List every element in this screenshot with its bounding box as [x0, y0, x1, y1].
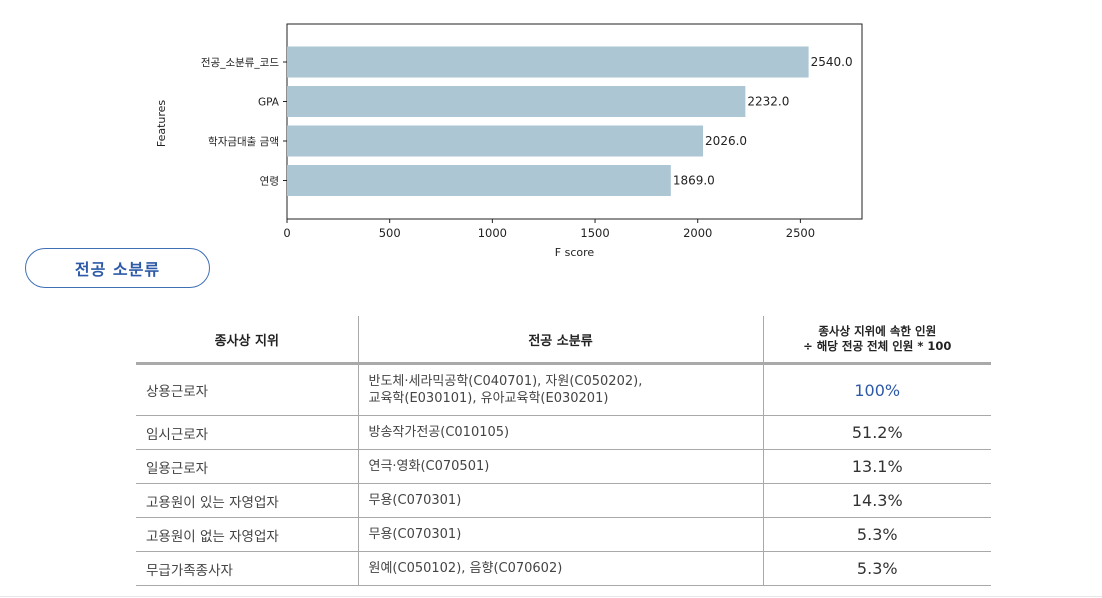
table-row: 무급가족종사자 원예(C050102), 음향(C070602) 5.3%	[136, 551, 991, 586]
bar	[287, 86, 746, 117]
table-row: 상용근로자 반도체·세라믹공학(C040701), 자원(C050202), 교…	[136, 363, 991, 416]
cell-ratio: 100%	[762, 363, 991, 416]
bar-value-label: 2540.0	[811, 55, 853, 69]
cell-status: 고용원이 있는 자영업자	[136, 483, 358, 518]
cell-major: 무용(C070301)	[357, 483, 763, 518]
bars-layer: 2540.0 2232.0 2026.0 1869.0	[287, 46, 853, 196]
x-tick-label: 2500	[786, 226, 815, 240]
cell-status: 상용근로자	[136, 363, 358, 416]
x-tick-label: 500	[379, 226, 401, 240]
cell-major: 원예(C050102), 음향(C070602)	[357, 551, 763, 586]
feature-importance-chart: 2540.0 2232.0 2026.0 1869.0 0 500 1000 1500 200…	[155, 23, 863, 259]
y-tick-label: 전공_소분류_코드	[201, 57, 279, 69]
cell-ratio: 13.1%	[762, 449, 991, 484]
bar	[287, 125, 704, 157]
page-bottom-divider	[0, 596, 1102, 597]
x-axis: 0 500 1000 1500 2000 2500	[283, 219, 815, 240]
table-header-row: 종사상 지위 전공 소분류 종사상 지위에 속한 인원 ÷ 해당 전공 전체 인…	[136, 316, 991, 365]
y-tick-label: GPA	[258, 97, 280, 109]
cell-ratio: 51.2%	[762, 415, 991, 450]
bar-value-label: 2232.0	[747, 95, 789, 109]
table-row: 고용원이 없는 자영업자 무용(C070301) 5.3%	[136, 517, 991, 552]
cell-status: 일용근로자	[136, 449, 358, 484]
bar	[287, 165, 671, 196]
x-tick-label: 2000	[683, 226, 712, 240]
cell-ratio: 5.3%	[762, 517, 991, 552]
cell-major: 방송작가전공(C010105)	[357, 415, 763, 450]
header-ratio-line1: 종사상 지위에 속한 인원	[818, 324, 937, 338]
header-ratio-line2: ÷ 해당 전공 전체 인원 * 100	[803, 339, 952, 353]
bar-value-label: 2026.0	[705, 134, 747, 148]
table-row: 임시근로자 방송작가전공(C010105) 51.2%	[136, 415, 991, 450]
y-tick-label: 학자금대출 금액	[208, 136, 279, 148]
plot-frame	[286, 23, 863, 220]
cell-status: 무급가족종사자	[136, 551, 358, 586]
x-tick-label: 0	[283, 226, 290, 240]
y-tick-label: 연령	[260, 176, 279, 188]
cell-status: 고용원이 없는 자영업자	[136, 517, 358, 552]
cell-major-line1: 반도체·세라믹공학(C040701), 자원(C050202),	[368, 374, 643, 389]
y-axis-label: Features	[155, 100, 168, 148]
table-row: 고용원이 있는 자영업자 무용(C070301) 14.3%	[136, 483, 991, 518]
x-tick-label: 1500	[580, 226, 609, 240]
cell-major: 무용(C070301)	[357, 517, 763, 552]
cell-ratio: 14.3%	[762, 483, 991, 518]
section-label-pill: 전공 소분류	[25, 248, 210, 288]
cell-major: 반도체·세라믹공학(C040701), 자원(C050202), 교육학(E03…	[357, 363, 763, 416]
header-major: 전공 소분류	[357, 316, 763, 365]
x-axis-label: F score	[555, 246, 595, 259]
header-ratio: 종사상 지위에 속한 인원 ÷ 해당 전공 전체 인원 * 100	[762, 316, 991, 365]
header-status: 종사상 지위	[136, 316, 358, 365]
bar	[287, 46, 809, 78]
x-tick-label: 1000	[478, 226, 507, 240]
table-row: 일용근로자 연극·영화(C070501) 13.1%	[136, 449, 991, 484]
cell-major: 연극·영화(C070501)	[357, 449, 763, 484]
status-major-table: 종사상 지위 전공 소분류 종사상 지위에 속한 인원 ÷ 해당 전공 전체 인…	[136, 316, 991, 586]
cell-ratio: 5.3%	[762, 551, 991, 586]
cell-major-line2: 교육학(E030101), 유아교육학(E030201)	[368, 391, 609, 406]
cell-status: 임시근로자	[136, 415, 358, 450]
bar-value-label: 1869.0	[673, 174, 715, 188]
